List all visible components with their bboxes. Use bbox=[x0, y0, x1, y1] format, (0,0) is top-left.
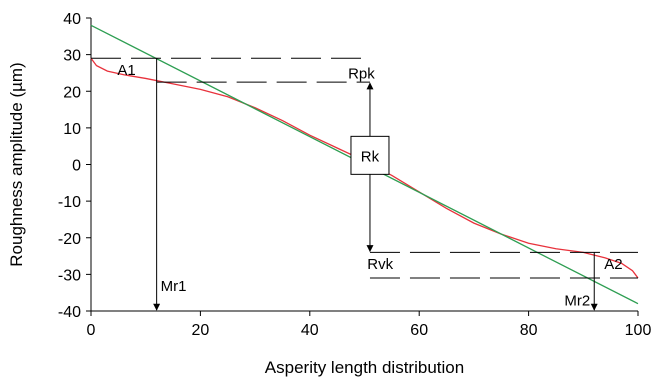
x-tick-label: 0 bbox=[87, 322, 96, 339]
y-tick-label: -20 bbox=[58, 231, 81, 248]
y-tick-label: 40 bbox=[63, 11, 81, 28]
x-axis-title: Asperity length distribution bbox=[265, 358, 464, 377]
y-tick-label: -30 bbox=[58, 267, 81, 284]
x-tick-label: 80 bbox=[520, 322, 538, 339]
rvk-label: Rvk bbox=[367, 256, 393, 273]
y-tick-label: 20 bbox=[63, 84, 81, 101]
a2-label: A2 bbox=[604, 256, 622, 273]
y-tick-label: 0 bbox=[72, 158, 81, 175]
y-tick-label: 30 bbox=[63, 48, 81, 65]
y-tick-label: 10 bbox=[63, 121, 81, 138]
x-tick-label: 100 bbox=[625, 322, 652, 339]
y-axis-title: Roughness amplitude (µm) bbox=[7, 62, 26, 266]
x-tick-label: 40 bbox=[301, 322, 319, 339]
x-tick-label: 20 bbox=[192, 322, 210, 339]
x-tick-label: 60 bbox=[410, 322, 428, 339]
y-tick-label: -40 bbox=[58, 304, 81, 321]
rk-label: Rk bbox=[361, 148, 380, 165]
mr1-label: Mr1 bbox=[161, 278, 187, 295]
a1-label: A1 bbox=[117, 62, 135, 79]
rpk-label: Rpk bbox=[348, 65, 375, 82]
mr2-label: Mr2 bbox=[564, 293, 590, 310]
y-tick-label: -10 bbox=[58, 194, 81, 211]
